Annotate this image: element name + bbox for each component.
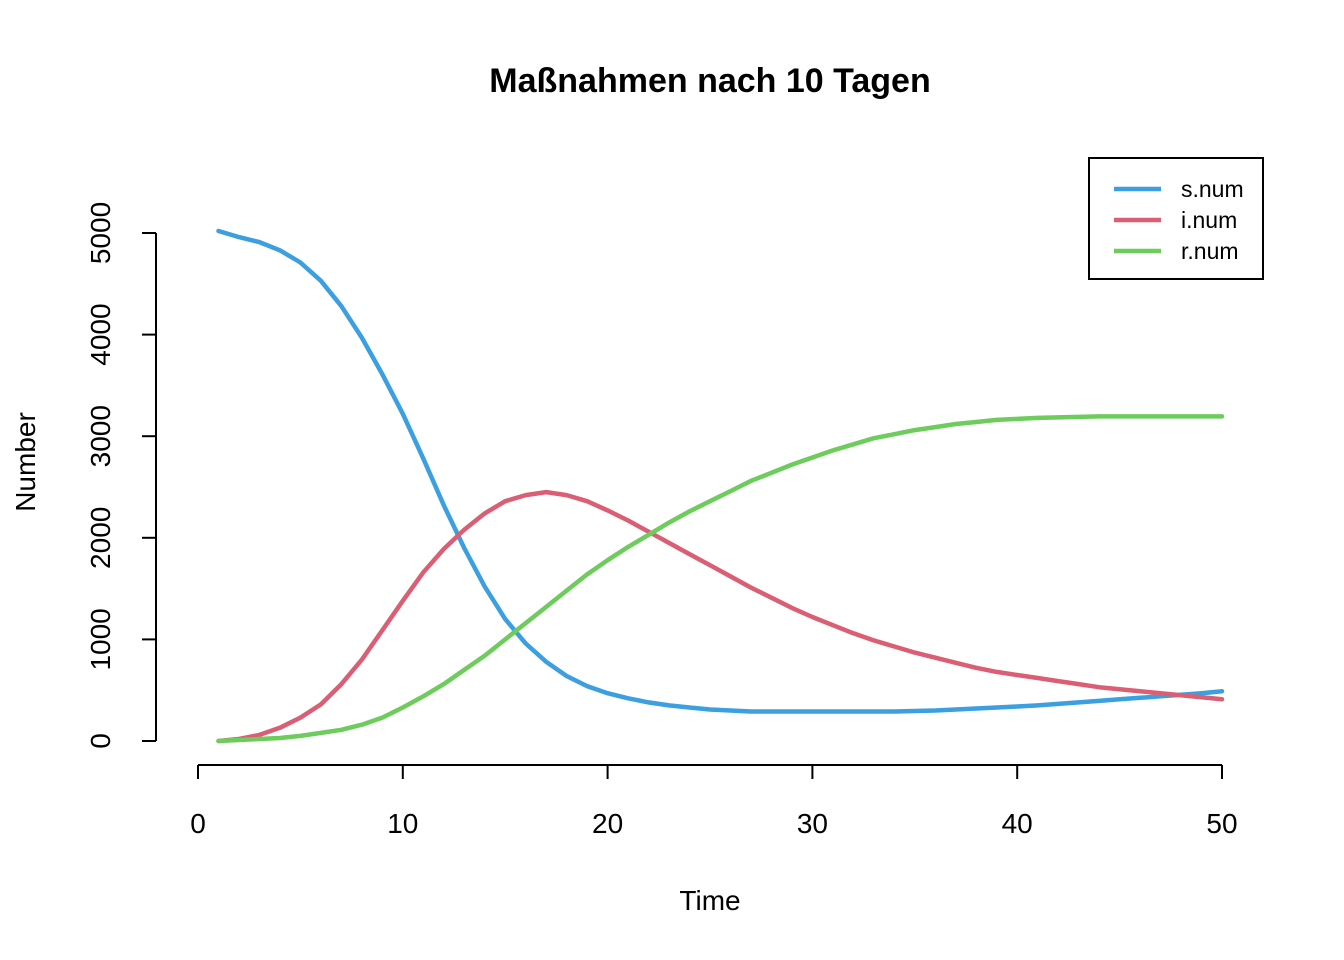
y-tick-label: 1000 [85, 608, 116, 670]
y-tick-label: 5000 [85, 202, 116, 264]
series-line-s-num [216, 228, 1225, 714]
plot-lines [216, 228, 1225, 744]
y-tick-label: 2000 [85, 507, 116, 569]
legend: s.num i.num r.num [1088, 157, 1264, 280]
x-tick-label: 30 [797, 808, 828, 839]
x-axis-label: Time [679, 885, 740, 916]
x-tick-label: 0 [190, 808, 206, 839]
legend-label: s.num [1181, 176, 1244, 202]
x-tick-label: 40 [1002, 808, 1033, 839]
y-axis: 0 1000 2000 3000 4000 5000 [85, 202, 157, 749]
y-axis-label: Number [10, 412, 41, 512]
y-tick-label: 3000 [85, 405, 116, 467]
x-tick-label: 50 [1206, 808, 1237, 839]
chart-title: Maßnahmen nach 10 Tagen [489, 62, 930, 100]
y-tick-label: 0 [85, 733, 116, 749]
series-line-i-num [216, 489, 1225, 744]
x-tick-label: 20 [592, 808, 623, 839]
x-tick-label: 10 [387, 808, 418, 839]
legend-label: r.num [1181, 238, 1239, 264]
series-line-r-num [216, 414, 1225, 744]
legend-label: i.num [1181, 207, 1237, 233]
x-axis: 0 10 20 30 40 50 [190, 764, 1238, 839]
y-tick-label: 4000 [85, 303, 116, 365]
